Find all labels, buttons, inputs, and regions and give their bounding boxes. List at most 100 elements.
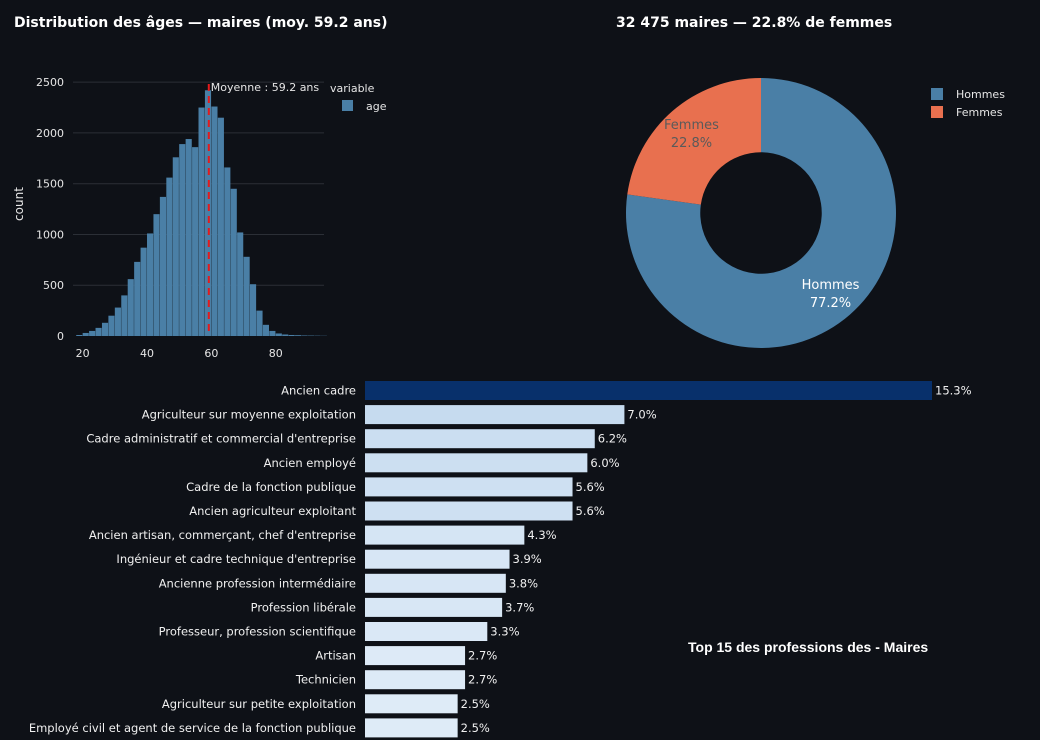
hist-bar [256,310,263,336]
hist-y-tick-label: 1000 [36,228,64,241]
hist-x-tick-label: 60 [204,347,218,360]
bar-value-label: 6.2% [598,432,627,446]
hist-bar [153,214,160,336]
bar-category-label: Professeur, profession scientifique [159,625,356,639]
hist-bar [134,261,141,336]
bar-value-label: 3.9% [513,552,542,566]
hist-bar [262,324,269,336]
hist-y-axis-label: count [12,187,26,221]
bar-value-label: 2.7% [468,649,497,663]
bar-category-label: Artisan [315,649,356,663]
hist-bar [237,232,244,336]
bar [365,477,573,497]
bar [365,501,573,521]
hist-bar [159,196,167,336]
pie-chart-title: 32 475 maires — 22.8% de femmes [616,15,893,31]
hist-bar [217,117,224,336]
hist-bar [172,157,179,336]
bar-value-label: 7.0% [627,408,656,422]
hist-bar [114,307,121,336]
hist-bar [140,247,147,336]
hist-legend-label: age [366,100,387,113]
hist-bar [269,330,276,336]
pie-slice-label: Hommes [802,278,860,293]
hist-bar [204,90,212,337]
bar [365,622,488,641]
bar-value-label: 3.3% [490,625,519,639]
bar [365,549,510,569]
pie-slice-hommes [626,78,896,348]
bar [365,381,932,400]
hist-y-tick-label: 500 [43,279,64,292]
hist-bar [82,332,89,336]
hist-y-tick-label: 0 [57,330,64,343]
pie-legend-label: Hommes [956,88,1005,101]
bar-value-label: 15.3% [935,384,972,398]
bar-category-label: Ancien cadre [281,384,356,398]
bar [365,573,506,593]
bar [365,670,466,690]
bar [365,718,458,738]
hist-y-tick-label: 2000 [36,127,64,140]
bar [365,405,625,425]
bar-category-label: Ancienne profession intermédiaire [159,576,356,590]
bar-category-label: Ancien agriculteur exploitant [189,504,356,518]
pie-slice-value: 22.8% [671,136,712,151]
hist-bar [166,177,173,336]
hist-bar [198,107,205,337]
hist-bar [192,147,199,336]
hist-bar [108,315,115,336]
hist-bar [211,106,218,337]
bar-value-label: 5.6% [576,480,605,494]
hist-bar [243,256,250,336]
bar-value-label: 5.6% [576,504,605,518]
hist-bar [230,188,237,336]
hist-bar [288,334,295,336]
hist-bar [179,144,186,336]
hist-bar [101,322,109,336]
hist-bar [282,334,289,336]
pie-legend-swatch [931,88,943,100]
bar-value-label: 2.7% [468,673,497,687]
bar-category-label: Cadre de la fonction publique [186,480,356,494]
bar-category-label: Ancien artisan, commerçant, chef d'entre… [89,528,356,542]
bar-value-label: 4.3% [527,528,556,542]
bar-category-label: Agriculteur sur petite exploitation [162,697,356,711]
pie-slice-label: Femmes [664,118,719,133]
bar [365,694,458,714]
bar-category-label: Profession libérale [251,600,356,614]
bar-category-label: Ingénieur et cadre technique d'entrepris… [116,552,356,566]
hist-bar [89,330,96,336]
bar-value-label: 3.8% [509,576,538,590]
bar [365,646,466,666]
hist-x-tick-label: 40 [140,347,154,360]
pie-legend-label: Femmes [956,106,1003,119]
hist-bar [121,295,128,336]
bar [365,429,595,449]
hist-bar [301,335,308,336]
hist-bar [147,233,154,336]
hist-bar [127,279,134,336]
hist-bar [95,327,102,336]
bar [365,597,503,617]
bar-category-label: Ancien employé [264,456,356,470]
pie-legend-swatch [931,106,943,118]
bar-value-label: 2.5% [461,721,490,735]
bar-value-label: 2.5% [461,697,490,711]
hist-legend-title: variable [330,82,375,95]
hist-y-tick-label: 2500 [36,76,64,89]
bar-value-label: 6.0% [590,456,619,470]
hist-bar [295,335,302,336]
hist-bar [224,167,231,336]
hist-bar [185,139,192,336]
pie-slice-value: 77.2% [810,296,851,311]
hist-bar [76,334,83,336]
bar-category-label: Agriculteur sur moyenne exploitation [142,408,356,422]
bar [365,453,588,473]
hist-y-tick-label: 1500 [36,178,64,191]
bar [365,525,525,545]
bar-value-label: 3.7% [505,600,534,614]
hist-x-tick-label: 80 [269,347,283,360]
hist-legend-swatch [342,100,353,111]
